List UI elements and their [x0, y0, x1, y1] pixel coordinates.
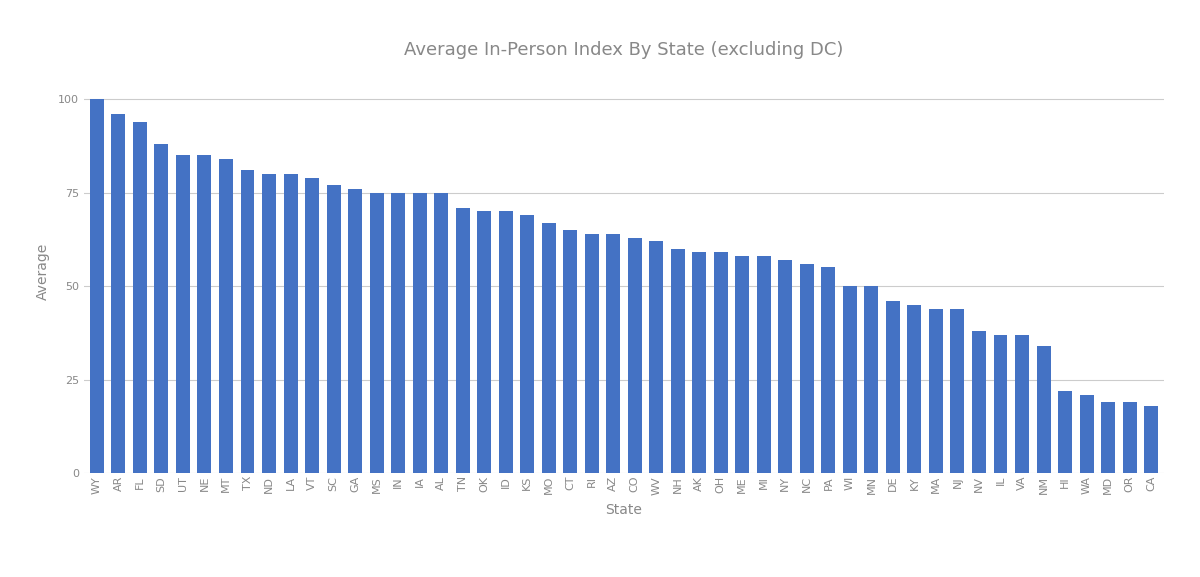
- Bar: [541, 223, 556, 473]
- Bar: [1015, 335, 1028, 473]
- Bar: [434, 193, 448, 473]
- Bar: [262, 174, 276, 473]
- Bar: [736, 256, 749, 473]
- Bar: [176, 155, 190, 473]
- Bar: [478, 211, 491, 473]
- Bar: [821, 268, 835, 473]
- Bar: [994, 335, 1008, 473]
- Bar: [628, 238, 642, 473]
- Bar: [649, 241, 664, 473]
- Bar: [283, 174, 298, 473]
- Bar: [370, 193, 384, 473]
- Bar: [1037, 346, 1050, 473]
- Bar: [779, 260, 792, 473]
- Bar: [692, 253, 707, 473]
- Bar: [606, 234, 620, 473]
- Bar: [112, 114, 126, 473]
- Bar: [671, 249, 685, 473]
- Bar: [1102, 402, 1115, 473]
- Bar: [499, 211, 512, 473]
- Bar: [1144, 406, 1158, 473]
- Bar: [413, 193, 427, 473]
- Bar: [950, 309, 965, 473]
- Bar: [1080, 395, 1093, 473]
- Bar: [326, 185, 341, 473]
- Bar: [563, 230, 577, 473]
- Bar: [929, 309, 943, 473]
- Bar: [972, 331, 986, 473]
- Bar: [842, 286, 857, 473]
- Bar: [800, 264, 814, 473]
- Bar: [90, 99, 104, 473]
- Bar: [155, 144, 168, 473]
- Bar: [220, 159, 233, 473]
- Bar: [864, 286, 878, 473]
- Bar: [886, 301, 900, 473]
- Bar: [456, 208, 469, 473]
- Y-axis label: Average: Average: [36, 242, 50, 300]
- Bar: [907, 305, 922, 473]
- Title: Average In-Person Index By State (excluding DC): Average In-Person Index By State (exclud…: [404, 42, 844, 59]
- Bar: [714, 253, 728, 473]
- Bar: [133, 122, 146, 473]
- Bar: [348, 189, 362, 473]
- Bar: [240, 170, 254, 473]
- Bar: [391, 193, 406, 473]
- Bar: [198, 155, 211, 473]
- Bar: [1122, 402, 1136, 473]
- Bar: [305, 178, 319, 473]
- Bar: [584, 234, 599, 473]
- Bar: [520, 215, 534, 473]
- X-axis label: State: State: [606, 503, 642, 517]
- Bar: [1058, 391, 1072, 473]
- Bar: [757, 256, 770, 473]
